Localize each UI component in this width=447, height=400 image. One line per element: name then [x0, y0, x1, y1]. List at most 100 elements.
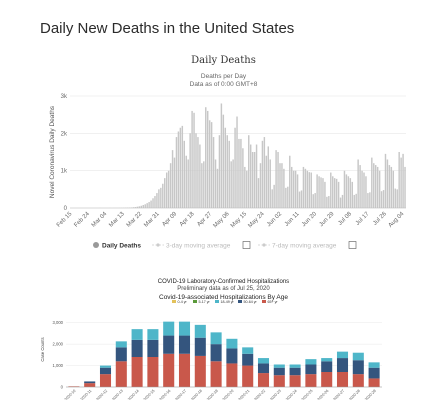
hospitalization-bar-segment[interactable] [147, 357, 159, 387]
daily-death-bar[interactable] [316, 174, 318, 208]
daily-death-bar[interactable] [287, 186, 289, 208]
daily-death-bar[interactable] [171, 150, 174, 208]
daily-death-bar[interactable] [220, 103, 223, 208]
hospitalization-bar-segment[interactable] [336, 351, 349, 359]
hospitalization-bar-segment[interactable] [257, 363, 270, 374]
daily-death-bar[interactable] [199, 144, 201, 208]
hospitalization-bar-segment[interactable] [99, 374, 112, 387]
daily-death-bar[interactable] [339, 197, 342, 208]
daily-death-bar[interactable] [308, 172, 311, 208]
daily-death-bar[interactable] [164, 178, 166, 208]
hospitalization-bar-segment[interactable] [305, 359, 317, 365]
daily-death-bar[interactable] [365, 176, 367, 208]
daily-death-bar[interactable] [376, 166, 379, 208]
daily-death-bar[interactable] [205, 107, 207, 208]
daily-death-bar[interactable] [246, 170, 248, 208]
hospitalization-bar-segment[interactable] [131, 357, 143, 387]
daily-death-bar[interactable] [275, 150, 277, 208]
daily-death-bar[interactable] [290, 166, 293, 208]
daily-death-bar[interactable] [236, 116, 238, 208]
daily-death-bar[interactable] [210, 122, 213, 208]
daily-death-bar[interactable] [255, 144, 258, 208]
hospitalization-bar-segment[interactable] [115, 341, 127, 348]
daily-death-bar[interactable] [226, 135, 228, 208]
hospitalization-bar-segment[interactable] [99, 365, 112, 368]
daily-death-bar[interactable] [384, 153, 387, 208]
hospitalization-bar-segment[interactable] [257, 358, 270, 364]
hospitalization-bar-segment[interactable] [336, 372, 349, 387]
hospitalization-bar-segment[interactable] [305, 374, 317, 387]
daily-death-bar[interactable] [355, 193, 357, 208]
daily-death-bar[interactable] [386, 159, 389, 208]
daily-death-bar[interactable] [234, 127, 236, 208]
hospitalization-bar-segment[interactable] [352, 352, 364, 361]
hospitalization-bar-segment[interactable] [84, 383, 96, 387]
daily-death-bar[interactable] [374, 165, 377, 208]
daily-death-bar[interactable] [363, 172, 365, 208]
hospitalization-bar-segment[interactable] [163, 335, 175, 354]
daily-death-bar[interactable] [388, 165, 391, 208]
daily-death-bar[interactable] [392, 170, 395, 208]
daily-death-bar[interactable] [324, 181, 326, 208]
daily-death-bar[interactable] [306, 170, 309, 208]
daily-death-bar[interactable] [228, 140, 230, 208]
daily-death-bar[interactable] [398, 152, 400, 208]
legend-age-label[interactable]: 65+ yr [268, 300, 279, 304]
daily-death-bar[interactable] [156, 193, 158, 208]
hospitalization-bar-segment[interactable] [115, 361, 127, 387]
hospitalization-bar-segment[interactable] [210, 344, 222, 362]
daily-death-bar[interactable] [373, 163, 375, 208]
daily-death-bar[interactable] [261, 140, 264, 208]
daily-death-bar[interactable] [279, 163, 281, 208]
daily-death-bar[interactable] [154, 196, 156, 208]
daily-death-bar[interactable] [343, 170, 346, 208]
daily-death-bar[interactable] [146, 203, 148, 208]
daily-death-bar[interactable] [283, 168, 285, 208]
daily-death-bar[interactable] [390, 166, 393, 208]
hospitalization-bar-segment[interactable] [273, 375, 285, 387]
daily-death-bar[interactable] [322, 178, 324, 208]
hospitalization-bar-segment[interactable] [321, 361, 333, 372]
daily-death-bar[interactable] [136, 206, 139, 208]
daily-death-bar[interactable] [257, 178, 260, 208]
daily-death-bar[interactable] [138, 206, 141, 208]
hospitalization-bar-segment[interactable] [68, 386, 80, 387]
legend-3-day-average[interactable]: 3-day moving average [166, 242, 231, 249]
daily-death-bar[interactable] [150, 200, 152, 208]
hospitalization-bar-segment[interactable] [289, 375, 301, 387]
daily-death-bar[interactable] [335, 178, 338, 208]
daily-death-bar[interactable] [330, 172, 332, 208]
daily-death-bar[interactable] [132, 207, 135, 208]
hospitalization-bar-segment[interactable] [368, 362, 380, 368]
daily-death-bar[interactable] [189, 133, 191, 208]
daily-death-bar[interactable] [298, 191, 301, 208]
daily-death-bar[interactable] [169, 163, 172, 208]
daily-death-bar[interactable] [208, 120, 211, 208]
daily-death-bar[interactable] [371, 157, 373, 208]
daily-death-bar[interactable] [253, 152, 256, 208]
daily-death-bar[interactable] [160, 187, 162, 208]
daily-death-bar[interactable] [152, 198, 154, 208]
daily-death-bar[interactable] [277, 152, 279, 208]
legend-age-label[interactable]: 5-17 yr [199, 300, 211, 304]
hospitalization-bar-segment[interactable] [273, 364, 285, 368]
legend-daily-deaths[interactable]: Daily Deaths [102, 242, 141, 249]
daily-death-bar[interactable] [251, 152, 254, 208]
hospitalization-bar-segment[interactable] [178, 353, 191, 387]
daily-death-bar[interactable] [332, 176, 334, 208]
hospitalization-bar-segment[interactable] [194, 355, 206, 387]
daily-death-bar[interactable] [193, 112, 195, 208]
legend-age-label[interactable]: 0-4 yr [178, 300, 188, 304]
daily-death-bar[interactable] [230, 161, 232, 208]
daily-death-bar[interactable] [148, 202, 150, 208]
daily-death-bar[interactable] [191, 110, 193, 208]
daily-death-bar[interactable] [218, 135, 221, 208]
daily-death-bar[interactable] [212, 137, 215, 208]
hospitalization-bar-segment[interactable] [194, 337, 206, 356]
daily-death-bar[interactable] [304, 168, 307, 208]
hospitalization-bar-segment[interactable] [368, 367, 380, 379]
daily-death-bar[interactable] [347, 176, 350, 208]
daily-death-bar[interactable] [296, 174, 299, 208]
hospitalization-bar-segment[interactable] [352, 374, 364, 387]
daily-death-bar[interactable] [337, 181, 340, 208]
